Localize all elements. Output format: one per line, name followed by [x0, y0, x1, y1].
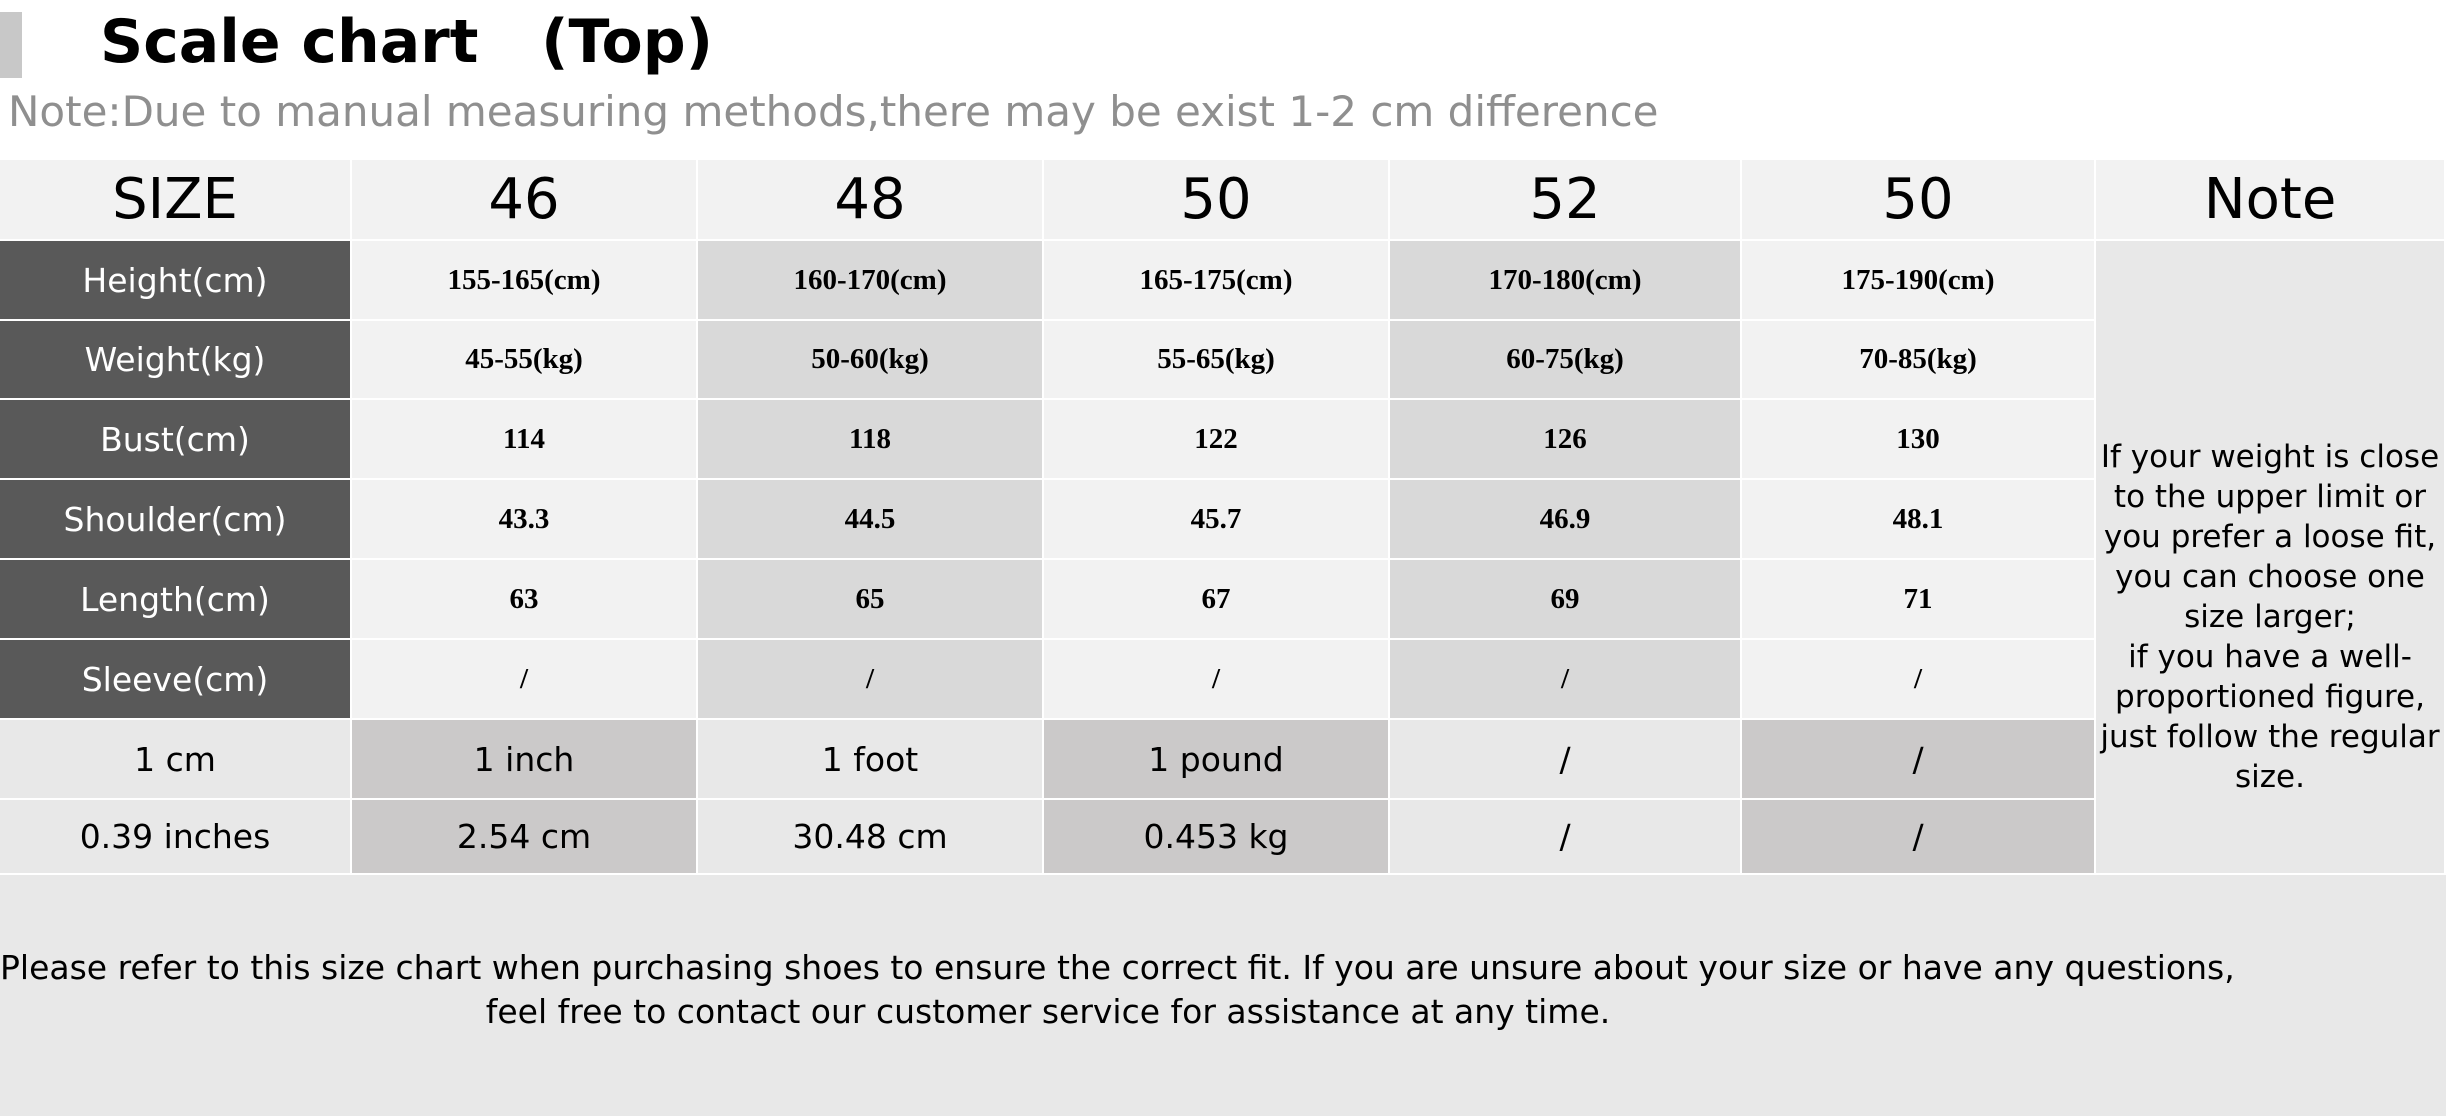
- size-value-cell: /: [352, 640, 696, 718]
- size-value-cell: 70-85(kg): [1742, 321, 2094, 398]
- fit-advice-text: If your weight is close to the upper limi…: [2100, 437, 2439, 797]
- size-value-cell: 160-170(cm): [698, 241, 1042, 319]
- size-value-cell: 67: [1044, 560, 1388, 638]
- size-value-cell: 118: [698, 400, 1042, 478]
- size-value-cell: 48.1: [1742, 480, 2094, 558]
- fit-advice-line: size.: [2235, 759, 2305, 795]
- size-value-cell: 43.3: [352, 480, 696, 558]
- row-label: Weight(kg): [0, 321, 350, 398]
- conversion-cell: 1 inch: [352, 720, 696, 798]
- conversion-cell: /: [1742, 720, 2094, 798]
- row-label: Height(cm): [0, 241, 350, 319]
- conversion-cell: 1 pound: [1044, 720, 1388, 798]
- conversion-cell: /: [1742, 800, 2094, 873]
- size-value-cell: 130: [1742, 400, 2094, 478]
- size-50b-header: 50: [1742, 160, 2094, 239]
- size-value-cell: /: [1742, 640, 2094, 718]
- size-value-cell: 155-165(cm): [352, 241, 696, 319]
- conversion-cell: 0.39 inches: [0, 800, 350, 873]
- conversion-cell: 2.54 cm: [352, 800, 696, 873]
- size-value-cell: 175-190(cm): [1742, 241, 2094, 319]
- fit-advice-note: If your weight is close to the upper limi…: [2096, 241, 2444, 873]
- size-value-cell: 69: [1390, 560, 1740, 638]
- size-value-cell: /: [1044, 640, 1388, 718]
- size-value-cell: 165-175(cm): [1044, 241, 1388, 319]
- size-value-cell: /: [698, 640, 1042, 718]
- conversion-cell: 1 foot: [698, 720, 1042, 798]
- measurement-note: Note:Due to manual measuring methods,the…: [8, 87, 1659, 136]
- footer-panel: [0, 875, 2446, 1116]
- size-header: SIZE: [0, 160, 350, 239]
- page-title: Scale chart (Top): [100, 7, 714, 77]
- conversion-cell: /: [1390, 720, 1740, 798]
- conversion-cell: 30.48 cm: [698, 800, 1042, 873]
- title-accent-bar: [0, 12, 22, 78]
- fit-advice-line: size larger;: [2184, 599, 2356, 635]
- fit-advice-line: you can choose one: [2115, 559, 2425, 595]
- conversion-cell: /: [1390, 800, 1740, 873]
- size-value-cell: 45-55(kg): [352, 321, 696, 398]
- size-value-cell: 60-75(kg): [1390, 321, 1740, 398]
- footer-line: feel free to contact our customer servic…: [485, 992, 1611, 1031]
- size-value-cell: 114: [352, 400, 696, 478]
- size-value-cell: /: [1390, 640, 1740, 718]
- size-value-cell: 71: [1742, 560, 2094, 638]
- fit-advice-line: you prefer a loose fit,: [2103, 519, 2437, 555]
- size-value-cell: 122: [1044, 400, 1388, 478]
- footer-line: Please refer to this size chart when pur…: [0, 948, 2235, 987]
- conversion-cell: 0.453 kg: [1044, 800, 1388, 873]
- fit-advice-line: to the upper limit or: [2113, 479, 2427, 515]
- fit-advice-line: if you have a well-: [2128, 639, 2412, 675]
- size-value-cell: 45.7: [1044, 480, 1388, 558]
- row-label: Bust(cm): [0, 400, 350, 478]
- footer-message: Please refer to this size chart when pur…: [0, 946, 2235, 1034]
- fit-advice-line: just follow the regular: [2100, 719, 2440, 755]
- size-value-cell: 46.9: [1390, 480, 1740, 558]
- size-46-header: 46: [352, 160, 696, 239]
- fit-advice-line: If your weight is close: [2100, 439, 2440, 475]
- size-value-cell: 170-180(cm): [1390, 241, 1740, 319]
- row-label: Length(cm): [0, 560, 350, 638]
- size-50-header: 50: [1044, 160, 1388, 239]
- row-label: Shoulder(cm): [0, 480, 350, 558]
- size-value-cell: 50-60(kg): [698, 321, 1042, 398]
- size-48-header: 48: [698, 160, 1042, 239]
- fit-advice-line: proportioned figure,: [2115, 679, 2425, 715]
- size-value-cell: 126: [1390, 400, 1740, 478]
- row-label: Sleeve(cm): [0, 640, 350, 718]
- size-value-cell: 65: [698, 560, 1042, 638]
- conversion-cell: 1 cm: [0, 720, 350, 798]
- size-52-header: 52: [1390, 160, 1740, 239]
- size-value-cell: 55-65(kg): [1044, 321, 1388, 398]
- size-value-cell: 44.5: [698, 480, 1042, 558]
- size-value-cell: 63: [352, 560, 696, 638]
- note-header: Note: [2096, 160, 2444, 239]
